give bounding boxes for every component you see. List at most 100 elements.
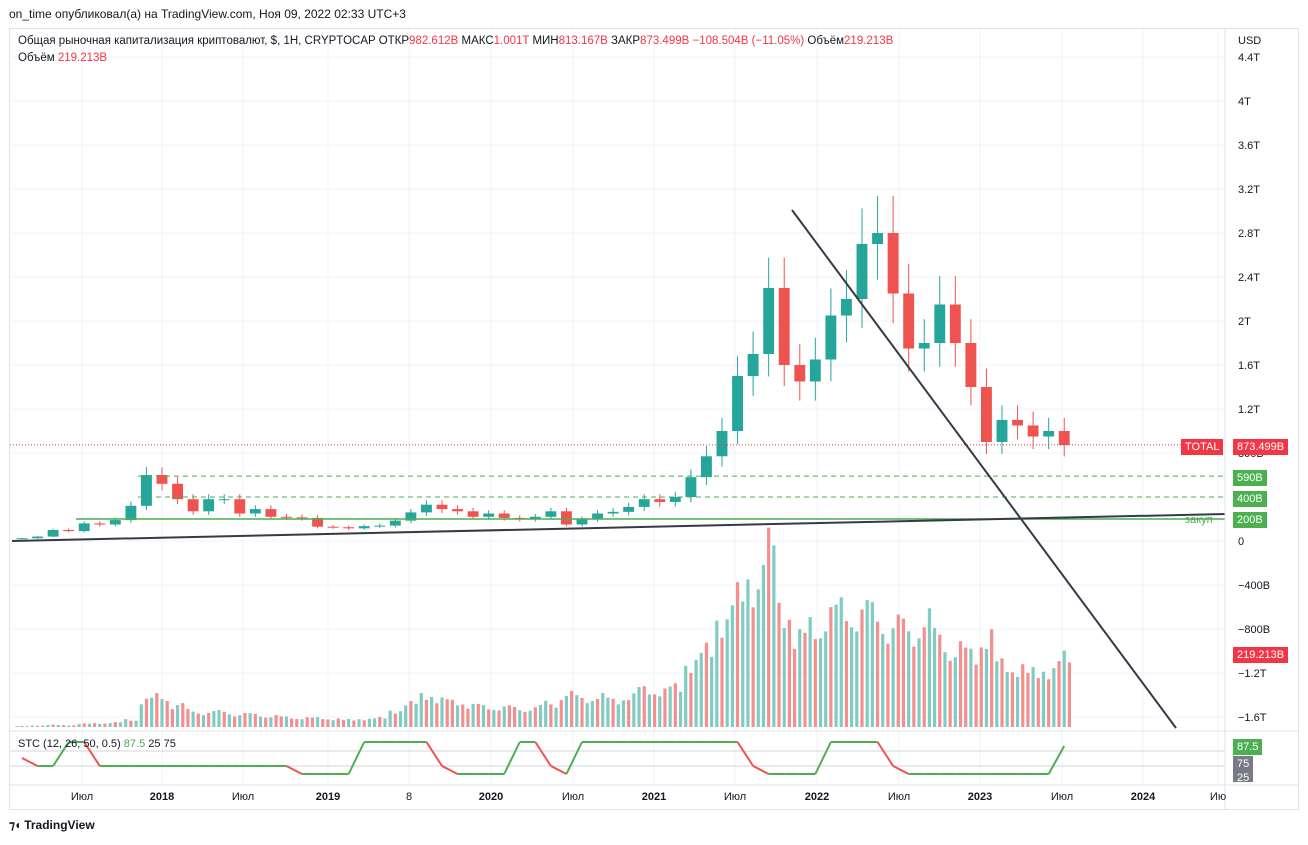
price-tick: 3.2T xyxy=(1238,184,1260,196)
change-value: −108.504B (−11.05%) xyxy=(692,35,805,47)
volume-bar xyxy=(82,723,86,727)
candle-body xyxy=(996,420,1008,442)
volume-bar xyxy=(181,703,185,727)
publisher-header: on_time опубликовал(а) на TradingView.co… xyxy=(0,0,1308,28)
stc-segment xyxy=(83,741,101,767)
volume-bar xyxy=(824,631,828,727)
volume-legend: Объём 219.213B xyxy=(18,52,107,64)
high-label: МАКС xyxy=(461,35,494,47)
stc-segment xyxy=(565,741,583,775)
volume-bar xyxy=(373,718,377,727)
candle-body xyxy=(421,504,432,513)
volume-bar xyxy=(917,638,921,727)
price-tick: 0 xyxy=(1238,536,1244,548)
volume-bar xyxy=(984,648,989,727)
candle-body xyxy=(903,293,915,349)
candle-body xyxy=(887,233,899,294)
volume-bar xyxy=(844,621,849,727)
volume-bar xyxy=(87,723,91,727)
volume-bar xyxy=(507,705,511,727)
level-590-tag: 590B xyxy=(1233,470,1267,486)
volume-bar xyxy=(398,711,403,727)
stc-75-tag: 75 xyxy=(1233,756,1254,772)
stc-segment xyxy=(550,765,567,775)
volume-bar xyxy=(549,704,553,727)
price-tick: −800B xyxy=(1238,624,1270,636)
volume-bar xyxy=(761,564,766,727)
candle-body xyxy=(327,526,339,528)
volume-bar xyxy=(544,700,548,727)
volume-bar xyxy=(704,642,709,727)
candle-body xyxy=(965,343,977,387)
tradingview-footer[interactable]: ⁊◖ TradingView xyxy=(9,818,95,832)
volume-bar xyxy=(139,704,143,727)
stc-segment xyxy=(814,741,832,775)
candle-body xyxy=(716,431,728,457)
volume-bar xyxy=(1021,664,1025,727)
stc-segment xyxy=(425,741,443,767)
candle-body xyxy=(669,497,681,502)
volume-bar xyxy=(113,722,117,727)
candle-body xyxy=(825,315,837,360)
volume-bar xyxy=(673,683,677,727)
volume-bar xyxy=(30,725,34,727)
volume-bar xyxy=(393,713,397,727)
candle-body xyxy=(78,523,90,532)
volume-bar xyxy=(933,627,937,727)
volume-bar xyxy=(471,703,475,727)
candle-body xyxy=(436,504,448,510)
volume-bar xyxy=(995,661,999,727)
volume-bar xyxy=(855,631,859,727)
volume-bar xyxy=(170,709,174,727)
candle-body xyxy=(125,505,137,521)
volume-bar xyxy=(803,632,807,727)
total-name-tag: TOTAL xyxy=(1181,439,1224,455)
stc-segment xyxy=(534,741,552,767)
close-label: ЗАКР xyxy=(611,35,641,47)
volume-bar xyxy=(207,712,211,727)
time-tick: 2024 xyxy=(1131,791,1156,803)
volume-bar xyxy=(896,614,900,727)
volume-bar xyxy=(15,726,19,727)
candle-body xyxy=(576,519,588,525)
volume-bar xyxy=(430,696,434,727)
volume-tag: 219.213B xyxy=(1233,647,1289,663)
volume-bar xyxy=(1015,676,1020,727)
candle-body xyxy=(981,387,992,442)
volume-bar xyxy=(367,718,371,727)
volume-bar xyxy=(1005,672,1009,727)
stc-segment xyxy=(1047,745,1066,775)
candle-body xyxy=(203,499,215,512)
stc-segment xyxy=(503,741,521,775)
price-candles xyxy=(16,196,1070,540)
stc-value: 87.5 xyxy=(123,738,146,750)
volume-bar xyxy=(720,637,724,727)
stc-segment xyxy=(752,765,770,775)
publisher-text: on_time опубликовал(а) на TradingView.co… xyxy=(9,7,406,21)
volume-bar xyxy=(678,691,683,727)
candle-body xyxy=(529,516,541,519)
price-tick: 2.8T xyxy=(1238,228,1260,240)
candle-body xyxy=(545,511,557,517)
volume-bar xyxy=(67,725,71,727)
chart-frame[interactable] xyxy=(9,28,1299,810)
total-price-tag: 873.499B xyxy=(1233,439,1289,455)
vol-label: Объём xyxy=(807,35,845,47)
volume-bars xyxy=(15,527,1071,727)
candle-body xyxy=(281,516,292,518)
volume-bar xyxy=(160,699,164,727)
volume-bar xyxy=(658,696,662,727)
candle-body xyxy=(856,244,868,299)
volume-bar xyxy=(730,605,734,727)
volume-bar xyxy=(1062,650,1066,727)
open-value: 982.612B xyxy=(409,35,459,47)
time-tick: Июл xyxy=(232,791,254,803)
stc-value-tag: 87.5 xyxy=(1233,739,1263,755)
drawing-lines[interactable] xyxy=(10,209,1226,729)
symbol-title[interactable]: Общая рыночная капитализация криптовалют… xyxy=(18,35,376,47)
candle-body xyxy=(452,509,463,512)
volume-bar xyxy=(435,703,439,727)
volume-bar xyxy=(741,601,745,727)
stc-segment xyxy=(52,741,70,767)
